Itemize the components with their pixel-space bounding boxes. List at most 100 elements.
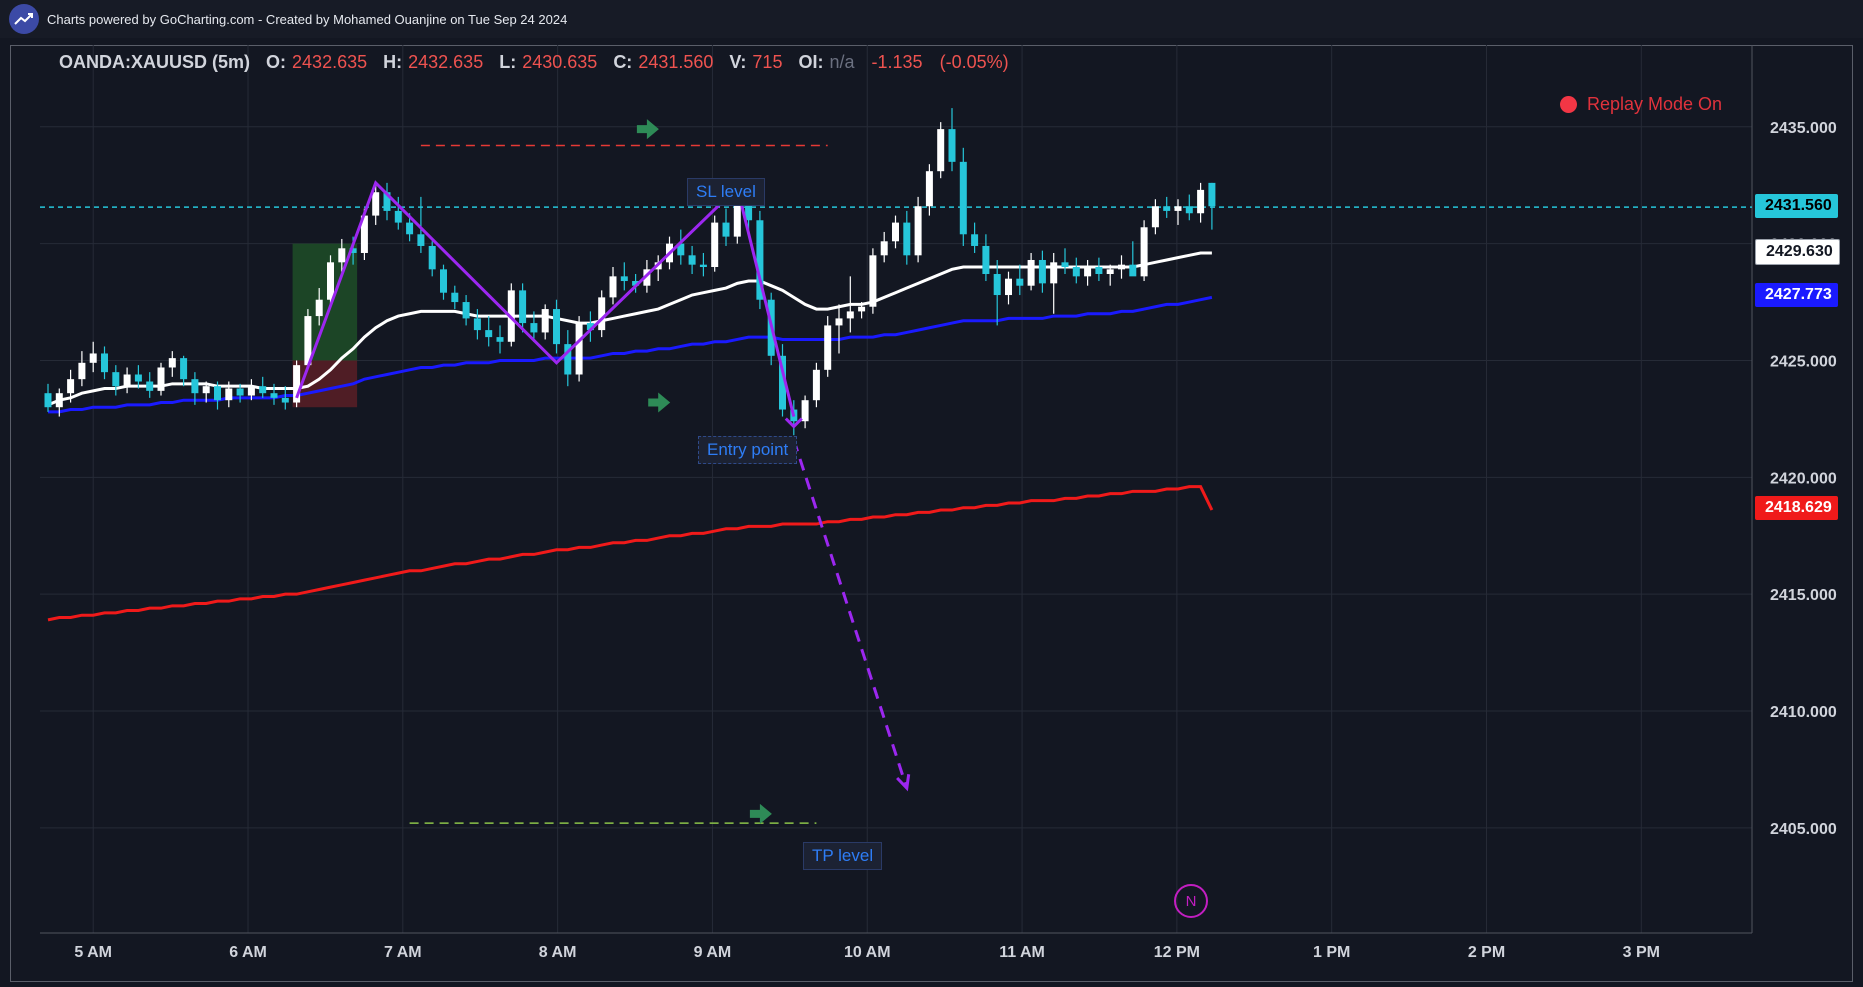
y-tick-label: 2410.000 <box>1770 704 1837 721</box>
change-percent: (-0.05%) <box>939 52 1009 72</box>
candle-body <box>293 365 301 403</box>
candle-body <box>688 255 696 265</box>
volume-value: 715 <box>752 52 783 72</box>
y-tick-label: 2420.000 <box>1770 470 1837 487</box>
candle-body <box>745 201 753 221</box>
candle-body <box>428 245 436 270</box>
low-value: 2430.635 <box>522 52 598 72</box>
moving-average-line <box>47 251 1212 407</box>
candle-body <box>620 276 628 282</box>
open-value: 2432.635 <box>292 52 368 72</box>
candle-body <box>134 374 142 382</box>
candle-body <box>632 281 640 286</box>
y-tick-label: 2435.000 <box>1770 120 1837 137</box>
zigzag-arrowhead-icon <box>784 417 803 429</box>
right-arrow-icon <box>636 119 659 140</box>
candle-body <box>1005 278 1012 296</box>
candle-body <box>892 222 899 242</box>
candle-body <box>699 264 707 267</box>
candle-body <box>236 388 244 396</box>
candle-body <box>180 358 188 380</box>
replay-label: Replay Mode On <box>1587 94 1723 114</box>
change-value: -1.135 <box>871 52 923 72</box>
candle-body <box>1038 259 1046 284</box>
candle-body <box>948 129 956 162</box>
candle-body <box>586 323 594 331</box>
candle-body <box>880 241 888 256</box>
candle-body <box>519 290 527 324</box>
right-arrow-icon <box>749 803 772 824</box>
symbol-label: OANDA:XAUUSD (5m) <box>59 52 251 72</box>
candle-body <box>869 255 877 307</box>
candle-body <box>225 388 233 401</box>
candle-body <box>67 379 75 394</box>
oi-label: OI: <box>798 52 824 72</box>
candle-body <box>327 262 334 300</box>
candle-body <box>146 381 154 391</box>
candle-body <box>643 269 651 286</box>
candle-body <box>168 358 176 368</box>
candle-body <box>372 192 380 216</box>
candle-body <box>553 309 560 345</box>
candle-body <box>858 306 866 312</box>
x-tick-label: 10 AM <box>844 944 891 961</box>
open-label: O: <box>266 52 287 72</box>
candle-body <box>835 318 843 326</box>
candle-body <box>1095 267 1103 275</box>
replay-indicator[interactable]: Replay Mode On <box>1560 94 1722 115</box>
candle-body <box>1016 278 1024 286</box>
ma-mid-price-label: 2427.773 <box>1755 282 1838 307</box>
candle-body <box>733 201 741 237</box>
candle-body <box>1106 269 1114 275</box>
x-tick-label: 5 AM <box>74 944 112 961</box>
candle-body <box>191 379 199 394</box>
candle-body <box>903 222 911 256</box>
moving-average-line <box>48 295 1213 414</box>
candle-body <box>473 318 481 331</box>
entry-point-label[interactable]: Entry point <box>698 436 798 464</box>
candle-body <box>270 393 278 398</box>
x-tick-label: 7 AM <box>384 944 422 961</box>
candle-body <box>247 386 255 396</box>
candle-body <box>440 269 447 293</box>
candle-body <box>801 400 809 422</box>
credit-text: Charts powered by GoCharting.com - Creat… <box>47 11 568 27</box>
x-tick-label: 11 AM <box>999 944 1045 961</box>
candle-body <box>157 367 165 391</box>
high-label: H: <box>383 52 403 72</box>
n-badge[interactable]: N <box>1174 884 1208 918</box>
candle-body <box>575 323 583 375</box>
candle-body <box>846 311 854 319</box>
candle-body <box>959 161 967 235</box>
candle-body <box>971 234 979 246</box>
candle-body <box>101 353 108 373</box>
x-tick-label: 1 PM <box>1313 944 1350 961</box>
candle-body <box>1061 262 1069 267</box>
candle-body <box>281 397 289 403</box>
candle-body <box>44 393 52 408</box>
low-label: L: <box>499 52 517 72</box>
x-tick-label: 9 AM <box>694 944 732 961</box>
candle-body <box>1140 227 1148 277</box>
ohlc-legend: OANDA:XAUUSD (5m) O: 2432.635 H: 2432.635 … <box>59 52 1009 73</box>
candle-body <box>338 248 346 263</box>
candle-body <box>89 353 97 363</box>
candle-body <box>383 192 391 211</box>
sl-level-label[interactable]: SL level <box>687 178 765 206</box>
candle-body <box>496 337 504 342</box>
candle-body <box>1151 206 1159 228</box>
candle-body <box>914 206 922 256</box>
candle-body <box>824 325 832 370</box>
y-tick-label: 2405.000 <box>1770 821 1837 838</box>
replay-dot-icon <box>1560 96 1577 113</box>
tp-level-label[interactable]: TP level <box>803 842 883 870</box>
y-tick-label: 2425.000 <box>1770 353 1837 370</box>
candle-body <box>1163 206 1171 211</box>
candle-body <box>485 330 493 338</box>
candle-body <box>530 323 538 333</box>
candle-body <box>360 215 368 253</box>
candle-body <box>112 372 120 387</box>
candle-body <box>925 171 933 207</box>
candle-body <box>1197 189 1205 214</box>
